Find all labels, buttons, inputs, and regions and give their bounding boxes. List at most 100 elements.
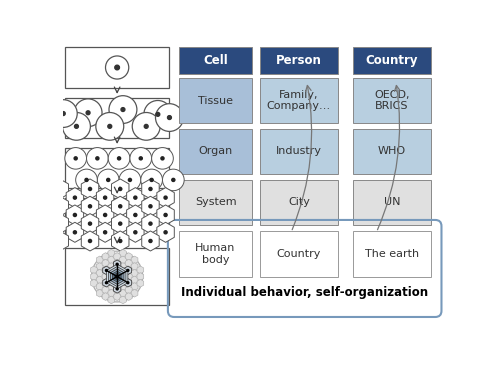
Circle shape	[127, 269, 129, 271]
Polygon shape	[108, 249, 114, 257]
Polygon shape	[131, 256, 138, 264]
Circle shape	[116, 288, 118, 290]
Circle shape	[108, 124, 112, 128]
Circle shape	[139, 157, 142, 160]
FancyBboxPatch shape	[260, 231, 338, 277]
Circle shape	[144, 124, 148, 128]
Polygon shape	[102, 253, 109, 260]
Polygon shape	[131, 263, 138, 270]
Polygon shape	[96, 289, 103, 297]
Polygon shape	[108, 296, 114, 304]
Polygon shape	[120, 269, 126, 277]
FancyBboxPatch shape	[179, 129, 252, 174]
Polygon shape	[137, 273, 143, 280]
Bar	[65, 248, 170, 305]
Bar	[65, 148, 170, 188]
Polygon shape	[142, 196, 159, 216]
Polygon shape	[90, 266, 97, 274]
Polygon shape	[114, 279, 120, 287]
Polygon shape	[137, 279, 143, 287]
Circle shape	[116, 275, 118, 278]
Circle shape	[96, 157, 99, 160]
Polygon shape	[96, 222, 114, 242]
Circle shape	[106, 56, 129, 79]
Circle shape	[104, 213, 106, 216]
Polygon shape	[82, 213, 98, 233]
Circle shape	[85, 178, 88, 181]
FancyBboxPatch shape	[353, 180, 430, 225]
Text: Person: Person	[276, 54, 322, 67]
Polygon shape	[106, 264, 128, 289]
Circle shape	[50, 100, 77, 127]
Circle shape	[121, 108, 125, 111]
Circle shape	[86, 111, 90, 115]
FancyBboxPatch shape	[353, 78, 430, 123]
Circle shape	[141, 169, 163, 191]
Polygon shape	[126, 286, 132, 294]
Polygon shape	[114, 273, 120, 280]
Polygon shape	[96, 269, 103, 277]
Polygon shape	[102, 293, 109, 300]
Polygon shape	[114, 259, 120, 267]
Circle shape	[130, 148, 152, 169]
Polygon shape	[51, 196, 68, 216]
Polygon shape	[112, 179, 129, 199]
Polygon shape	[157, 188, 174, 208]
Polygon shape	[96, 283, 103, 290]
Circle shape	[149, 188, 152, 191]
Circle shape	[58, 188, 61, 191]
Circle shape	[74, 157, 77, 160]
Circle shape	[92, 251, 142, 302]
Circle shape	[118, 239, 122, 242]
Polygon shape	[96, 205, 114, 225]
Circle shape	[58, 205, 61, 208]
Polygon shape	[66, 188, 84, 208]
Circle shape	[74, 99, 102, 127]
Polygon shape	[131, 269, 138, 277]
Circle shape	[96, 112, 124, 140]
Polygon shape	[112, 213, 129, 233]
Polygon shape	[114, 273, 120, 280]
Circle shape	[109, 96, 137, 124]
FancyBboxPatch shape	[260, 180, 338, 225]
Polygon shape	[131, 283, 138, 290]
Polygon shape	[112, 196, 129, 216]
Circle shape	[88, 222, 92, 225]
Polygon shape	[112, 231, 129, 251]
Polygon shape	[108, 266, 126, 287]
Polygon shape	[102, 286, 109, 294]
Polygon shape	[126, 259, 132, 267]
Polygon shape	[51, 179, 68, 199]
Polygon shape	[96, 256, 103, 264]
Polygon shape	[102, 266, 109, 274]
Circle shape	[118, 205, 122, 208]
Polygon shape	[102, 279, 109, 287]
Polygon shape	[142, 179, 159, 199]
Polygon shape	[142, 213, 159, 233]
Circle shape	[149, 222, 152, 225]
Polygon shape	[120, 263, 126, 270]
Circle shape	[119, 169, 141, 191]
Text: Organ: Organ	[198, 147, 232, 157]
Polygon shape	[126, 222, 144, 242]
Polygon shape	[124, 279, 132, 287]
Circle shape	[74, 213, 76, 216]
Text: The earth: The earth	[365, 249, 419, 259]
FancyBboxPatch shape	[179, 180, 252, 225]
Circle shape	[58, 239, 61, 242]
Circle shape	[118, 222, 122, 225]
Polygon shape	[126, 188, 144, 208]
Text: Family,
Company…: Family, Company…	[267, 90, 331, 111]
Polygon shape	[114, 285, 121, 293]
Circle shape	[88, 188, 92, 191]
Circle shape	[164, 231, 167, 234]
Polygon shape	[102, 273, 109, 280]
Text: Country: Country	[366, 54, 418, 67]
Circle shape	[118, 188, 122, 191]
Text: Cell: Cell	[203, 54, 228, 67]
Circle shape	[62, 112, 65, 115]
Polygon shape	[90, 273, 97, 280]
Polygon shape	[102, 279, 110, 287]
Circle shape	[144, 101, 172, 128]
Polygon shape	[66, 222, 84, 242]
